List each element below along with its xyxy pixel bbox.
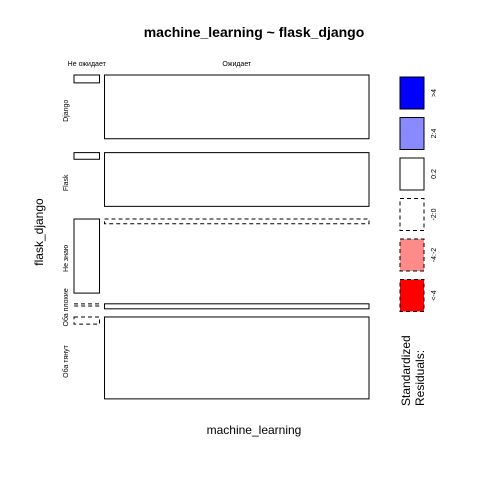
y-level-label: Не знаю: [63, 245, 70, 272]
legend-swatch: [399, 198, 425, 231]
legend-swatch: [399, 279, 425, 312]
x-axis-label: machine_learning: [207, 423, 302, 437]
residuals-legend: >4 2:4 0:2 -2:0 -4:-2 <-4 Standardized Residual…: [399, 76, 438, 406]
y-level-labels: Django Flask Не знаю Оба плохие Оба тянут: [62, 100, 70, 378]
legend-swatch: [399, 238, 425, 272]
legend-label: >4: [431, 89, 438, 97]
legend-label: 2:4: [431, 129, 438, 139]
y-level-label: Django: [63, 100, 70, 122]
legend-title-line1: Standardized: [399, 335, 413, 406]
legend-label: <-4: [431, 290, 438, 300]
legend-label: 0:2: [431, 169, 438, 179]
legend-label: -4:-2: [431, 248, 438, 263]
mosaic-cell: [73, 152, 101, 160]
mosaic-cell: [73, 316, 101, 325]
legend-swatch: [399, 157, 425, 191]
mosaic-cell: [104, 74, 370, 140]
mosaic-cell: [73, 218, 101, 294]
y-axis-label: flask_django: [32, 198, 46, 266]
mosaic-cell: [73, 74, 101, 84]
mosaic-cells: [73, 74, 370, 400]
y-level-label: Flask: [63, 174, 70, 191]
x-level-label: Не ожидает: [68, 61, 107, 68]
mosaic-cell: [73, 303, 101, 307]
legend-swatch: [399, 117, 425, 150]
mosaic-cell: [104, 303, 370, 310]
mosaic-cell: [104, 152, 370, 207]
y-level-label: Оба тянут: [62, 344, 70, 377]
x-level-labels: Не ожидает Ожидает: [68, 61, 252, 68]
mosaic-cell: [104, 316, 370, 400]
y-level-label: Оба плохие: [62, 288, 70, 326]
x-level-label: Ожидает: [222, 61, 252, 68]
legend-title-line2: Residuals:: [413, 350, 427, 406]
legend-label: -2:0: [431, 208, 438, 220]
chart-title: machine_learning ~ flask_django: [144, 24, 365, 40]
legend-swatch: [399, 76, 425, 110]
mosaic-cell: [104, 218, 370, 225]
